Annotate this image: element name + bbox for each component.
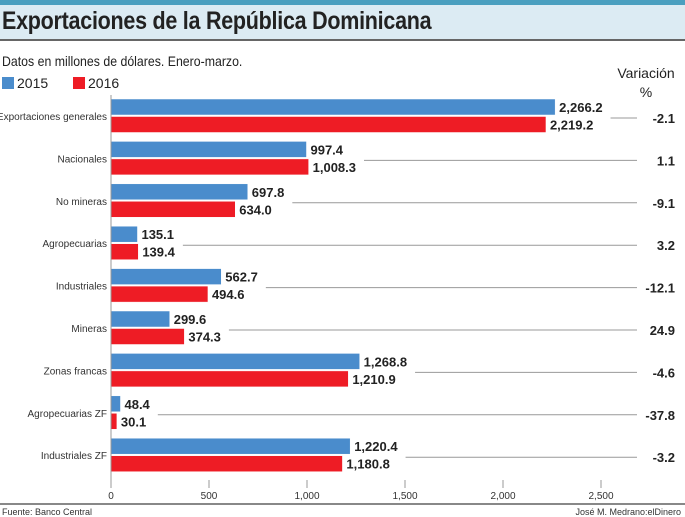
x-tick-label: 1,500 xyxy=(392,491,417,502)
category-label: No mineras xyxy=(56,197,107,208)
bar-2015 xyxy=(110,310,170,328)
variation-value: 1.1 xyxy=(657,153,675,168)
legend-2016: 2016 xyxy=(73,75,119,91)
data-label: 299.6 xyxy=(174,312,207,327)
x-tick-label: 500 xyxy=(201,491,218,502)
data-label: 634.0 xyxy=(239,202,272,217)
data-label: 48.4 xyxy=(124,397,150,412)
variation-value: -3.2 xyxy=(653,450,675,465)
bar-2015 xyxy=(110,98,556,116)
bar-2015 xyxy=(110,395,121,413)
category-label: Agropecuarias xyxy=(43,239,107,250)
legend-swatch xyxy=(73,77,85,89)
data-label: 1,180.8 xyxy=(346,457,389,472)
variation-value: -12.1 xyxy=(645,281,675,296)
category-label: Agropecuarias ZF xyxy=(28,409,107,420)
category-label: Mineras xyxy=(71,324,107,335)
x-tick-label: 2,000 xyxy=(490,491,515,502)
bar-2016 xyxy=(110,285,209,303)
bar-2016 xyxy=(110,455,343,472)
x-tick-label: 0 xyxy=(108,491,114,502)
credit-note: José M. Medrano:elDinero xyxy=(575,507,681,517)
data-label: 1,220.4 xyxy=(354,439,398,454)
data-label: 30.1 xyxy=(121,414,146,429)
bar-2016 xyxy=(110,243,139,260)
data-label: 494.6 xyxy=(212,287,245,302)
source-note: Fuente: Banco Central xyxy=(2,507,93,517)
category-label: Nacionales xyxy=(58,154,107,165)
data-label: 2,266.2 xyxy=(559,100,602,115)
legend-2015: 2015 xyxy=(2,75,48,91)
variation-value: -37.8 xyxy=(645,408,675,423)
legend-label: 2015 xyxy=(17,75,49,91)
chart-title: Exportaciones de la República Dominicana xyxy=(2,7,432,35)
bar-2016 xyxy=(110,328,185,345)
variation-value: -4.6 xyxy=(653,365,675,380)
data-label: 1,008.3 xyxy=(313,160,356,175)
data-label: 997.4 xyxy=(310,142,343,157)
bar-2015 xyxy=(110,183,249,201)
x-tick-label: 1,000 xyxy=(294,491,319,502)
category-label: Industriales ZF xyxy=(41,451,107,462)
bar-2016 xyxy=(110,201,236,218)
data-label: 2,219.2 xyxy=(550,118,593,133)
variation-header-line2: % xyxy=(639,84,653,100)
variation-header: Variación% xyxy=(610,64,682,102)
category-label: Industriales xyxy=(56,282,107,293)
bar-2015 xyxy=(110,141,307,158)
title-band xyxy=(0,5,685,41)
bar-2016 xyxy=(110,158,309,176)
footer-divider xyxy=(0,503,685,505)
category-label: Exportaciones generales xyxy=(0,112,107,123)
legend-swatch xyxy=(2,77,14,89)
data-label: 374.3 xyxy=(188,330,221,345)
data-label: 135.1 xyxy=(141,227,174,242)
data-label: 697.8 xyxy=(252,185,285,200)
bar-2016 xyxy=(110,116,547,133)
data-label: 1,210.9 xyxy=(352,372,395,387)
x-tick-label: 2,500 xyxy=(588,491,613,502)
chart-subtitle: Datos en millones de dólares. Enero-marz… xyxy=(2,53,243,69)
category-label: Zonas francas xyxy=(44,366,107,377)
variation-value: 3.2 xyxy=(657,238,675,253)
data-label: 139.4 xyxy=(142,245,175,260)
bar-2016 xyxy=(110,370,349,388)
bar-2015 xyxy=(110,225,138,243)
top-strip xyxy=(0,0,685,5)
bar-2015 xyxy=(110,268,222,285)
variation-value: 24.9 xyxy=(650,323,675,338)
data-label: 562.7 xyxy=(225,270,258,285)
variation-value: -9.1 xyxy=(653,196,675,211)
data-label: 1,268.8 xyxy=(364,354,407,369)
bar-2015 xyxy=(110,353,360,370)
bar-2015 xyxy=(110,437,351,455)
bar-2016 xyxy=(110,413,118,430)
variation-header-line1: Variación xyxy=(617,65,675,81)
variation-value: -2.1 xyxy=(653,111,675,126)
legend-label: 2016 xyxy=(88,75,120,91)
